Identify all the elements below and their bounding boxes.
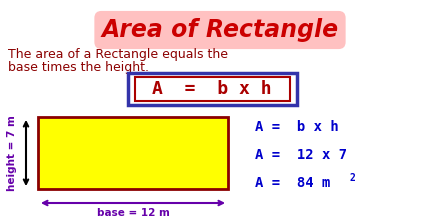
Bar [38, 117, 228, 189]
Text: base times the height.: base times the height. [8, 61, 149, 74]
Text: 2: 2 [350, 173, 356, 183]
Text: A =  b x h: A = b x h [255, 120, 339, 134]
Text: A =  12 x 7: A = 12 x 7 [255, 148, 347, 162]
Text: Area of Rectangle: Area of Rectangle [102, 18, 338, 42]
Text: A  =  b x h: A = b x h [152, 80, 272, 98]
FancyBboxPatch shape [135, 77, 290, 101]
Text: height = 7 m: height = 7 m [7, 115, 17, 191]
FancyBboxPatch shape [128, 73, 297, 105]
Text: A =  84 m: A = 84 m [255, 176, 330, 190]
Text: The area of a Rectangle equals the: The area of a Rectangle equals the [8, 48, 228, 61]
Text: Area of Rectangle: Area of Rectangle [102, 18, 338, 42]
Text: base = 12 m: base = 12 m [96, 208, 169, 218]
